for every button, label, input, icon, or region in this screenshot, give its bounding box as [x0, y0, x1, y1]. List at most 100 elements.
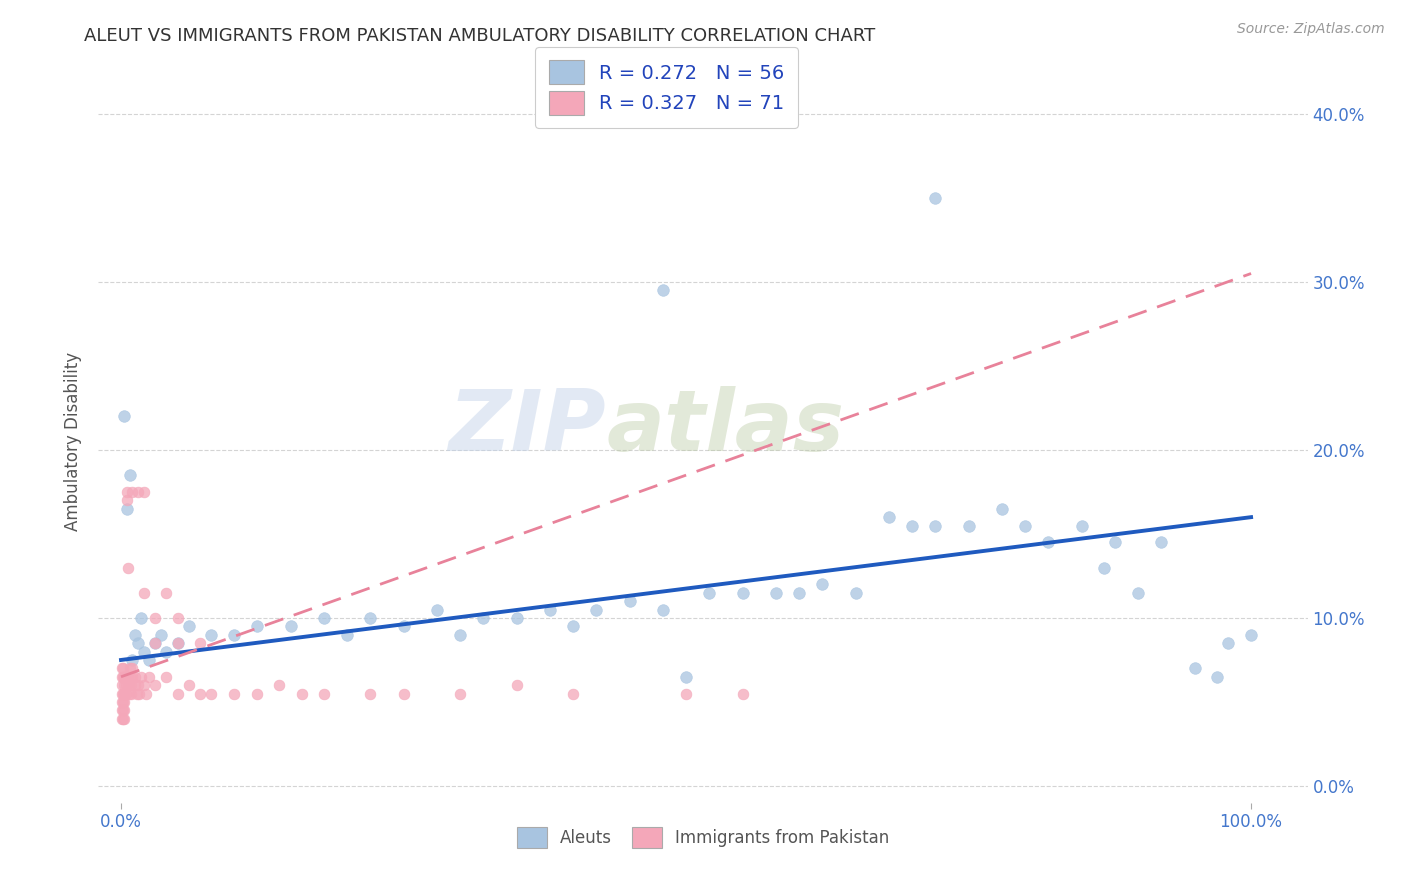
Point: [112, 712, 135, 726]
Point: [269, 678, 291, 692]
Point: [314, 611, 336, 625]
Point: [675, 670, 697, 684]
Point: [124, 678, 146, 692]
Point: [697, 586, 720, 600]
Point: [112, 703, 135, 717]
Point: [112, 695, 135, 709]
Point: [166, 687, 188, 701]
Point: [155, 670, 177, 684]
Point: [1104, 535, 1126, 549]
Point: [1014, 518, 1036, 533]
Point: [138, 670, 160, 684]
Point: [787, 586, 810, 600]
Point: [675, 687, 697, 701]
Point: [1184, 661, 1206, 675]
Point: [619, 594, 641, 608]
Point: [449, 628, 471, 642]
Point: [1092, 560, 1115, 574]
Text: ALEUT VS IMMIGRANTS FROM PAKISTAN AMBULATORY DISABILITY CORRELATION CHART: ALEUT VS IMMIGRANTS FROM PAKISTAN AMBULA…: [84, 27, 876, 45]
Point: [111, 678, 134, 692]
Point: [111, 712, 134, 726]
Point: [124, 628, 146, 642]
Point: [124, 670, 146, 684]
Point: [731, 687, 754, 701]
Point: [121, 485, 143, 500]
Point: [121, 661, 143, 675]
Point: [143, 611, 166, 625]
Point: [131, 611, 153, 625]
Point: [120, 687, 142, 701]
Point: [291, 687, 314, 701]
Point: [132, 485, 155, 500]
Point: [562, 687, 585, 701]
Point: [138, 653, 160, 667]
Point: [562, 619, 585, 633]
Point: [120, 468, 142, 483]
Point: [246, 619, 269, 633]
Point: [112, 695, 135, 709]
Point: [143, 636, 166, 650]
Point: [111, 687, 134, 701]
Point: [924, 191, 946, 205]
Point: [1070, 518, 1092, 533]
Legend: Aleuts, Immigrants from Pakistan: Aleuts, Immigrants from Pakistan: [505, 816, 901, 860]
Point: [132, 678, 155, 692]
Point: [127, 678, 149, 692]
Point: [111, 695, 134, 709]
Point: [879, 510, 901, 524]
Point: [392, 687, 415, 701]
Point: [127, 636, 149, 650]
Point: [188, 636, 211, 650]
Point: [449, 687, 471, 701]
Point: [115, 485, 138, 500]
Point: [166, 636, 188, 650]
Point: [112, 678, 135, 692]
Point: [112, 670, 135, 684]
Point: [132, 586, 155, 600]
Point: [538, 602, 561, 616]
Point: [810, 577, 832, 591]
Point: [1206, 670, 1229, 684]
Point: [505, 611, 527, 625]
Point: [957, 518, 980, 533]
Point: [1218, 636, 1240, 650]
Point: [901, 518, 924, 533]
Point: [114, 687, 136, 701]
Point: [111, 661, 134, 675]
Point: [652, 602, 675, 616]
Y-axis label: Ambulatory Disability: Ambulatory Disability: [65, 352, 83, 531]
Point: [132, 644, 155, 658]
Point: [359, 687, 381, 701]
Point: [845, 586, 868, 600]
Point: [120, 678, 142, 692]
Text: atlas: atlas: [606, 385, 845, 468]
Point: [471, 611, 494, 625]
Point: [112, 409, 135, 424]
Point: [131, 670, 153, 684]
Point: [117, 560, 139, 574]
Point: [200, 687, 222, 701]
Point: [114, 670, 136, 684]
Point: [246, 687, 269, 701]
Point: [1036, 535, 1059, 549]
Point: [112, 687, 135, 701]
Point: [111, 703, 134, 717]
Point: [222, 687, 245, 701]
Point: [112, 703, 135, 717]
Point: [200, 628, 222, 642]
Point: [765, 586, 787, 600]
Point: [112, 661, 135, 675]
Point: [392, 619, 415, 633]
Point: [112, 670, 135, 684]
Point: [115, 501, 138, 516]
Point: [117, 670, 139, 684]
Point: [505, 678, 527, 692]
Text: Source: ZipAtlas.com: Source: ZipAtlas.com: [1237, 22, 1385, 37]
Point: [991, 501, 1014, 516]
Point: [121, 670, 143, 684]
Point: [127, 485, 149, 500]
Point: [166, 611, 188, 625]
Point: [120, 661, 142, 675]
Point: [280, 619, 302, 633]
Point: [114, 678, 136, 692]
